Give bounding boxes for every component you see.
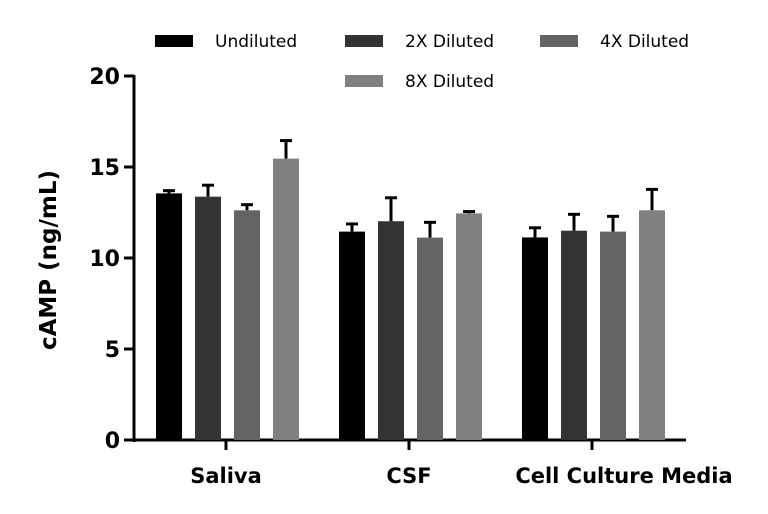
bar-undiluted (522, 237, 548, 440)
bar-undiluted (339, 231, 365, 440)
x-tick-label: Cell Culture Media (515, 464, 732, 488)
bar-8x-diluted (456, 213, 482, 440)
bar-undiluted (156, 193, 182, 440)
y-tick-label: 10 (89, 247, 120, 272)
axes: 0 5 10 15 20 Saliva CSF Cell Culture Media (89, 65, 732, 488)
bar-8x-diluted (273, 158, 299, 441)
legend: Undiluted 2X Diluted 4X Diluted 8X Diluted (155, 32, 689, 92)
x-tick-label: Saliva (190, 464, 262, 488)
bars (156, 139, 665, 441)
y-tick-label: 20 (89, 65, 120, 90)
bar-4x-diluted (234, 210, 260, 440)
legend-label: Undiluted (215, 32, 297, 52)
y-tick-label: 15 (89, 156, 120, 181)
legend-swatch (540, 35, 578, 47)
bar-2x-diluted (378, 221, 404, 440)
legend-label: 8X Diluted (405, 72, 494, 92)
bar-8x-diluted (639, 210, 665, 440)
legend-swatch (345, 75, 383, 87)
y-tick-label: 0 (105, 429, 120, 454)
x-tick-label: CSF (386, 464, 431, 488)
y-axis-label: cAMP (ng/mL) (36, 170, 62, 350)
bar-2x-diluted (561, 230, 587, 440)
bar-2x-diluted (195, 196, 221, 440)
legend-swatch (155, 35, 193, 47)
bar-4x-diluted (417, 237, 443, 440)
y-tick-label: 5 (105, 338, 120, 363)
legend-label: 2X Diluted (405, 32, 494, 52)
legend-label: 4X Diluted (600, 32, 689, 52)
legend-swatch (345, 35, 383, 47)
bar-4x-diluted (600, 231, 626, 440)
